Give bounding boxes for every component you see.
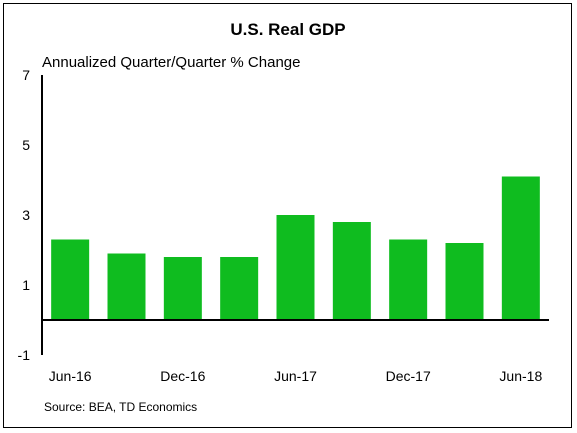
y-tick-label: -1 — [18, 347, 31, 363]
chart-subtitle: Annualized Quarter/Quarter % Change — [42, 54, 300, 71]
y-tick-label: 5 — [22, 137, 30, 153]
x-tick-label: Dec-17 — [386, 368, 431, 384]
bar-jun-18 — [501, 176, 540, 320]
x-axis-labels: Jun-16 Dec-16 Jun-17 Dec-17 Jun-18 — [49, 368, 543, 384]
bar-jun-16 — [51, 239, 90, 320]
chart-title: U.S. Real GDP — [230, 20, 345, 39]
bars — [51, 176, 540, 320]
bar-mar-17 — [220, 257, 259, 320]
bar-dec-17 — [389, 239, 428, 320]
bar-mar-18 — [445, 243, 484, 320]
x-tick-label: Jun-17 — [274, 368, 317, 384]
x-tick-label: Dec-16 — [160, 368, 205, 384]
bar-dec-16 — [163, 257, 202, 320]
source-note: Source: BEA, TD Economics — [44, 400, 197, 414]
bar-jun-17 — [276, 215, 315, 320]
x-tick-label: Jun-18 — [499, 368, 542, 384]
bar-sep-16 — [107, 253, 146, 320]
bar-sep-17 — [332, 222, 371, 320]
y-tick-label: 3 — [22, 207, 30, 223]
y-axis-labels: 7 5 3 1 -1 — [18, 67, 31, 363]
x-tick-label: Jun-16 — [49, 368, 92, 384]
y-tick-label: 7 — [22, 67, 30, 83]
y-tick-label: 1 — [22, 277, 30, 293]
